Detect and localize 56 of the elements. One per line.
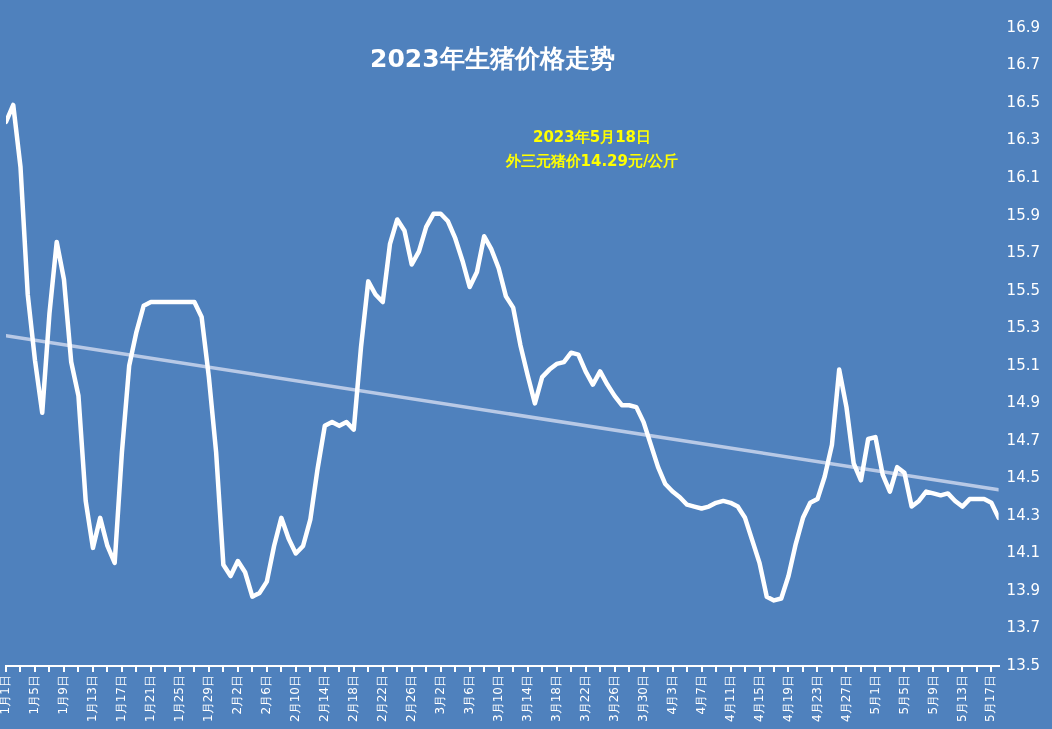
y-tick-label: 16.1 — [1006, 168, 1041, 187]
x-tick-label: 5月9日 — [925, 675, 940, 715]
x-tick-label: 2月6日 — [258, 675, 273, 715]
x-tick-label: 2月2日 — [229, 675, 244, 715]
x-tick-label: 3月22日 — [577, 675, 592, 722]
y-tick-label: 16.3 — [1006, 130, 1041, 149]
x-tick-label: 2月22日 — [374, 675, 389, 722]
x-tick-label: 1月9日 — [56, 675, 71, 715]
x-tick-label: 4月7日 — [693, 675, 708, 715]
y-tick-label: 14.3 — [1006, 505, 1041, 524]
y-tick-label: 14.5 — [1006, 468, 1041, 487]
x-tick-label: 1月17日 — [114, 675, 129, 722]
y-tick-label: 16.7 — [1006, 55, 1041, 74]
x-tick-label: 5月13日 — [954, 675, 969, 722]
x-tick-label: 4月15日 — [751, 675, 766, 722]
x-tick-label: 3月30日 — [635, 675, 650, 722]
y-tick-label: 14.7 — [1006, 430, 1041, 449]
x-tick-label: 3月10日 — [490, 675, 505, 722]
y-tick-label: 15.3 — [1006, 318, 1041, 337]
x-tick-label: 3月26日 — [606, 675, 621, 722]
x-tick-label: 4月23日 — [809, 675, 824, 722]
x-tick-label: 1月29日 — [200, 675, 215, 722]
y-tick-label: 16.9 — [1006, 17, 1041, 36]
annotation: 外三元猪价14.29元/公斤 — [504, 151, 679, 170]
y-tick-label: 15.5 — [1006, 280, 1041, 299]
x-tick-label: 4月27日 — [838, 675, 853, 722]
text: 2023年生猪价格走势 — [370, 43, 615, 73]
y-tick-label: 15.1 — [1006, 355, 1041, 374]
y-tick-label: 14.9 — [1006, 393, 1041, 412]
x-tick-label: 3月6日 — [461, 675, 476, 715]
x-tick-label: 1月13日 — [85, 675, 100, 722]
x-tick-label: 2月26日 — [403, 675, 418, 722]
x-tick-label: 5月1日 — [867, 675, 882, 715]
x-tick-label: 4月11日 — [722, 675, 737, 722]
y-tick-label: 13.9 — [1006, 580, 1041, 599]
x-tick-label: 3月18日 — [548, 675, 563, 722]
y-tick-label: 15.9 — [1006, 205, 1041, 224]
x-tick-label: 1月5日 — [27, 675, 42, 715]
x-tick-label: 1月1日 — [0, 675, 13, 715]
x-tick-label: 4月19日 — [780, 675, 795, 722]
y-tick-label: 14.1 — [1006, 543, 1041, 562]
x-tick-label: 5月17日 — [983, 675, 998, 722]
x-tick-label: 3月2日 — [432, 675, 447, 715]
x-tick-label: 2月14日 — [316, 675, 331, 722]
x-tick-label: 2月18日 — [345, 675, 360, 722]
x-tick-label: 5月5日 — [896, 675, 911, 715]
annotation: 2023年5月18日 — [532, 127, 652, 146]
x-tick-label: 2月10日 — [287, 675, 302, 722]
y-tick-label: 13.5 — [1006, 655, 1041, 674]
x-tick-label: 4月3日 — [664, 675, 679, 715]
x-tick-label: 3月14日 — [519, 675, 534, 722]
y-tick-label: 16.5 — [1006, 92, 1041, 111]
y-tick-label: 13.7 — [1006, 618, 1041, 637]
y-tick-label: 15.7 — [1006, 243, 1041, 262]
x-tick-label: 1月25日 — [172, 675, 187, 722]
x-tick-label: 1月21日 — [143, 675, 158, 722]
